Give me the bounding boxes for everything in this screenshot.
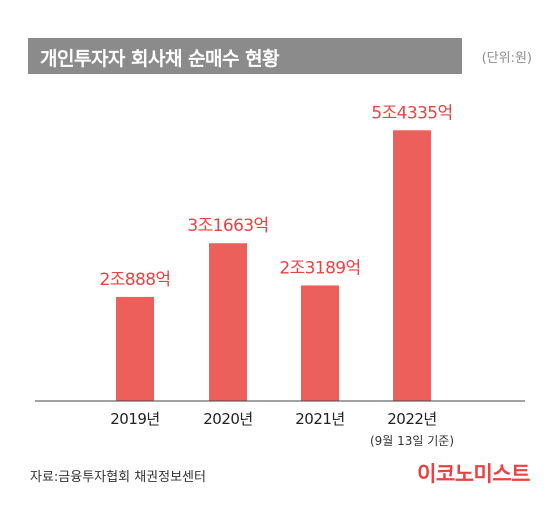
x-tick-label-2: 2021년 xyxy=(295,410,344,428)
data-label-2: 2조3189억 xyxy=(279,258,360,278)
bar-3 xyxy=(393,130,431,401)
x-tick-note-3: (9월 13일 기준) xyxy=(370,434,454,448)
data-label-3: 5조4335억 xyxy=(371,103,452,123)
unit-label: (단위:원) xyxy=(481,51,532,66)
chart-title: 개인투자자 회사채 순매수 현황 xyxy=(40,48,280,70)
x-tick-label-3: 2022년 xyxy=(387,410,436,428)
data-label-1: 3조1663억 xyxy=(187,216,268,236)
bar-2 xyxy=(301,285,339,401)
source-note: 자료:금융투자협회 채권정보센터 xyxy=(30,470,206,485)
chart-title-bar: 개인투자자 회사채 순매수 현황 xyxy=(28,38,462,74)
x-tick-label-0: 2019년 xyxy=(110,410,159,428)
bar-0 xyxy=(116,296,154,401)
data-label-0: 2조888억 xyxy=(100,270,171,290)
x-tick-label-1: 2020년 xyxy=(203,410,252,428)
bar-1 xyxy=(209,243,247,401)
publisher-logo: 이코노미스트 xyxy=(417,462,530,486)
